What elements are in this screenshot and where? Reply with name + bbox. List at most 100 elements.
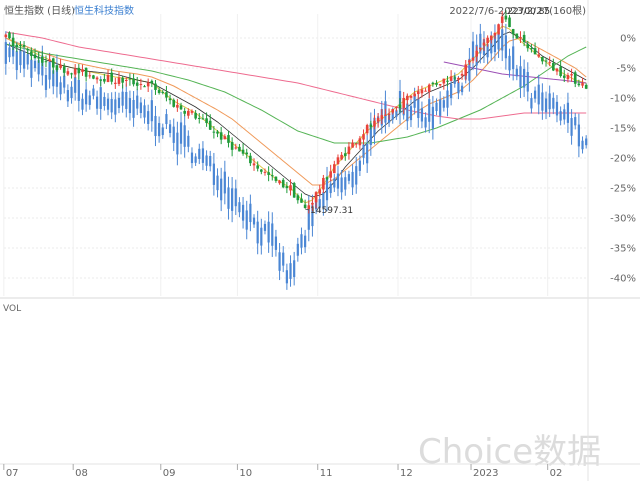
annotation-pointer [501,10,507,17]
compare-bar [333,178,336,188]
candle-body [33,54,37,59]
compare-bar [446,90,449,108]
candle-body [238,146,241,152]
candle-body [442,78,446,84]
candle-body [449,76,453,81]
compare-bar [99,87,102,109]
ma-line-ma10 [5,31,587,198]
candle-body [303,204,307,209]
candle-body [194,112,197,119]
compare-bar [581,140,584,150]
x-tick-label: 07 [6,468,19,479]
candle-body [99,79,103,81]
candle-body [241,149,245,154]
compare-bar [59,82,62,95]
compare-series-label[interactable]: 恒生科技指数 [74,6,134,17]
compare-bar [30,59,33,78]
compare-bar [362,144,365,158]
candle-body [354,143,358,145]
compare-bar [147,111,150,124]
candle-body [88,75,92,77]
compare-bar [117,97,121,109]
candle-body [387,113,391,115]
compare-bar [70,86,73,99]
ma-line-ma5 [5,25,587,204]
compare-bar [8,47,11,58]
compare-bar [417,98,420,119]
candle-body [190,111,194,113]
volume-pane-label: VOL [3,304,22,314]
compare-bar [307,206,310,230]
date-range-label: 2022/7/6-2023/2/27(160根) [449,6,586,17]
candle-body [541,56,544,62]
compare-bar [241,204,245,221]
compare-bar [274,236,278,250]
compare-bar [128,98,132,114]
candle-body [562,75,566,78]
candle-body [457,77,460,80]
compare-bar [391,111,394,120]
compare-bar [125,91,128,109]
compare-bar [300,234,303,248]
compare-bar [541,92,544,111]
candle-body [486,37,489,44]
compare-bar [176,132,179,155]
candle-body [333,164,336,174]
candle-body [41,57,44,63]
y-tick-label: 0% [620,34,636,45]
compare-bar [533,90,537,99]
compare-bar [92,88,95,96]
compare-bar [88,95,91,105]
candle-body [347,146,351,155]
candle-body [413,93,416,97]
candle-body [59,64,62,68]
compare-bar [552,97,555,109]
candle-body [274,176,278,181]
compare-bar [585,138,588,146]
candle-body [150,80,154,84]
compare-bar [548,93,551,110]
candle-body [161,92,165,94]
y-tick-label: -25% [610,184,636,195]
candle-body [351,142,354,148]
chart-title: 恒生指数 (日线) [4,6,75,17]
compare-bar [537,84,540,105]
x-tick-label: 11 [320,468,333,479]
candle-body [37,57,40,59]
candle-body [260,169,263,172]
candle-body [143,86,146,88]
compare-series [4,18,588,290]
compare-bar [172,126,175,143]
compare-bar [406,103,409,122]
candle-body [183,110,186,114]
candle-body [223,136,227,140]
compare-bar [355,166,358,185]
candle-body [431,82,435,85]
candle-body [154,83,157,90]
candle-body [135,82,139,86]
compare-bar [504,35,507,59]
candle-body [555,68,559,72]
candle-body [584,84,588,89]
candle-body [376,118,380,122]
watermark-logo: Choice数据 [418,432,602,472]
candle-body [406,95,409,101]
candle-body [409,95,413,98]
moving-averages [5,25,587,204]
x-tick-label: 2023 [473,468,498,479]
candle-body [398,104,402,109]
compare-bar [136,95,139,109]
candle-body [493,32,497,36]
compare-bar [304,235,307,248]
candle-body [168,98,172,101]
ma-line-ma250 [443,61,587,84]
compare-bar [154,115,157,137]
candle-body [121,77,124,83]
compare-bar [132,99,135,118]
y-tick-label: -20% [610,154,636,165]
compare-bar [428,99,431,122]
compare-bar [223,171,226,194]
candle-body [19,44,22,46]
ma-line-ma20 [5,37,587,186]
